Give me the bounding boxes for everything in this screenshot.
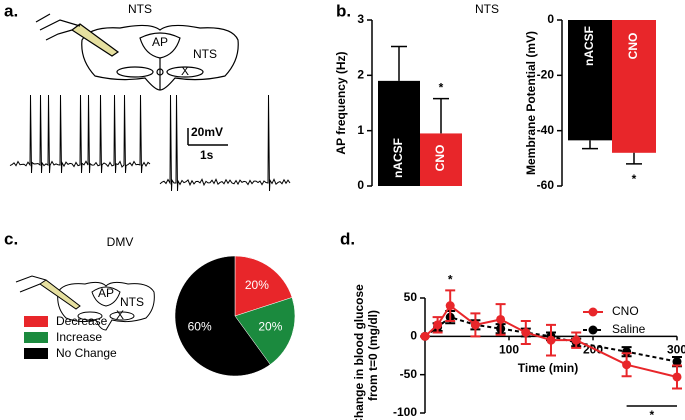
significance: * [439,81,444,95]
point [521,328,531,337]
y-axis-label: from t=0 (mg/dl) [366,310,380,401]
y-tick-label: -40 [537,123,555,137]
legend-marker [588,325,598,335]
diagram-label: NTS [120,295,144,309]
point [672,357,682,367]
panel-label: d. [340,229,355,248]
y-tick-label: 0 [547,12,554,26]
x-tick-label: 300 [667,343,685,357]
point [571,335,581,345]
point [672,372,682,382]
diagram-label: AP [152,35,168,49]
diagram-label: X [181,64,189,78]
legend-label: Increase [56,330,102,344]
scale-label: 20mV [191,125,223,139]
y-axis-label: Membrane Potential (mV) [524,31,538,175]
panel-title: NTS [475,2,499,16]
y-tick-label: -100 [393,405,417,419]
panel-label: a. [4,1,18,20]
bar-label: nACSF [391,138,405,178]
bar-label: nACSF [582,26,596,66]
y-tick-label: -60 [537,178,555,192]
error-bar [391,45,407,81]
legend-swatch [24,316,48,327]
point [546,335,556,345]
point [433,320,443,330]
bar-label: CNO [433,145,447,172]
point [622,360,632,370]
bar [420,133,462,186]
legend-label: No Change [56,346,117,360]
diagram-label: X [116,308,124,322]
y-tick-label: -50 [400,367,418,381]
pie-slice [234,255,293,317]
legend-label: CNO [612,304,639,318]
diagram-label: AP [98,286,114,300]
brainstem-diagram [35,13,239,91]
trace [9,94,151,174]
significance: * [448,273,453,287]
line [424,316,678,363]
panel-title: NTS [128,2,152,16]
legend-label: Decrease [56,314,108,328]
y-tick-label: 0 [357,178,364,192]
point [420,331,430,341]
legend-swatch [24,348,48,359]
panel-label: b. [336,1,351,20]
bar [612,20,656,153]
y-axis-label: Change in blood glucose [352,284,366,420]
bar-label: CNO [626,33,640,60]
diagram-label: NTS [193,47,217,61]
scale-label: 1s [200,148,214,162]
point [496,314,506,324]
error-bar [626,152,642,165]
x-tick-label: 100 [499,343,519,357]
significance: * [649,408,654,420]
point [470,320,480,330]
error-bar [433,97,449,134]
bar [378,80,420,186]
brainstem-diagram [15,275,155,331]
point [445,301,455,311]
pie-slice [174,255,271,377]
y-axis-label: AP frequency (Hz) [334,51,348,154]
y-tick-label: 1 [357,123,364,137]
y-tick-label: 50 [404,290,418,304]
legend-marker [588,307,598,317]
slice-label: 20% [245,278,269,292]
line [424,304,678,378]
significance: * [632,172,637,186]
x-axis-label: Time (min) [518,361,578,375]
pie-slice [234,297,296,365]
bar [568,20,612,141]
legend-swatch [24,332,48,343]
y-tick-label: 0 [410,329,417,343]
slice-label: 60% [188,320,212,334]
slice-label: 20% [258,320,282,334]
trace [159,94,291,192]
panel-label: c. [4,229,18,248]
voltage-traces [9,94,291,192]
y-tick-label: -20 [537,68,555,82]
y-tick-label: 3 [357,12,364,26]
legend-label: Saline [612,322,646,336]
panel-title: DMV [107,235,134,249]
error-bar [582,140,598,150]
y-tick-label: 2 [357,68,364,82]
